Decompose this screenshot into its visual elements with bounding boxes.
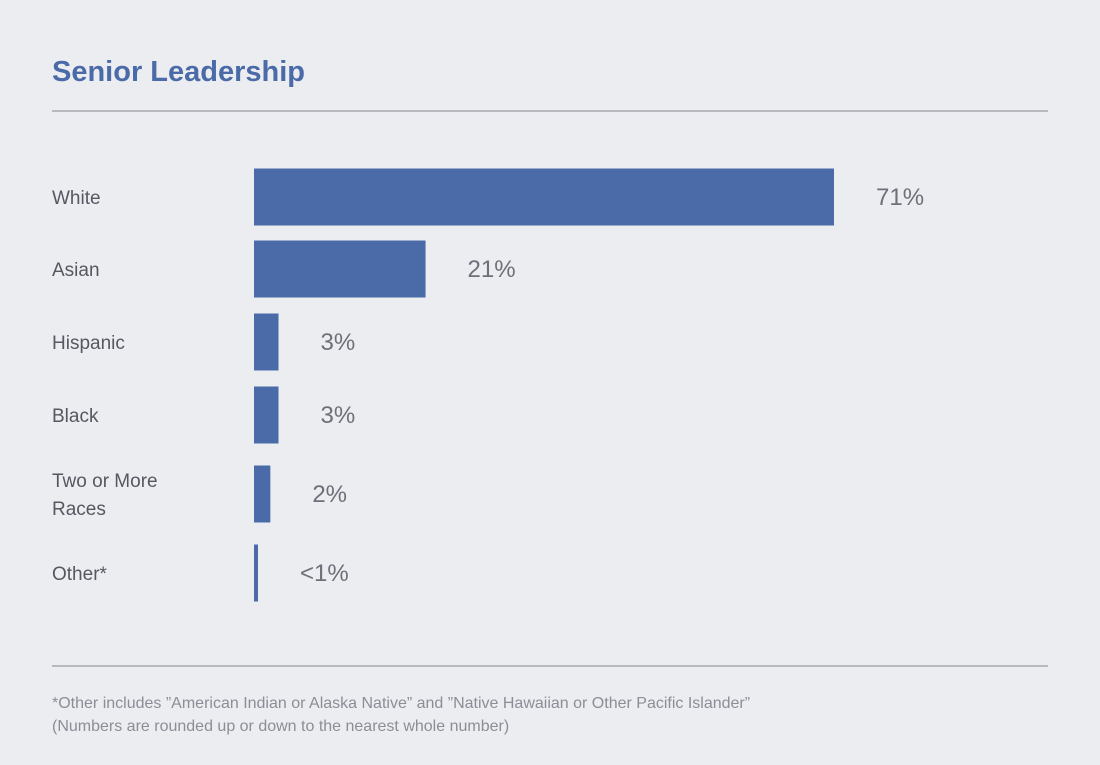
footnote-rounding: (Numbers are rounded up or down to the n… [52,718,510,735]
value-label: 2% [312,481,347,508]
value-label: 21% [468,256,516,283]
value-label: 3% [321,402,356,429]
bar [254,240,426,298]
category-label: Hispanic [52,333,125,354]
category-label: Two or More Races [52,471,158,520]
footnotes: *Other includes ”American Indian or Alas… [52,692,1052,738]
chart-title: Senior Leadership [52,56,306,88]
bar [254,544,258,602]
bar-chart: White 71% Asian 21% Hispanic 3% Black 3% Two or … [52,168,924,602]
value-label: <1% [300,560,349,587]
value-label: 71% [876,184,924,211]
category-label: White [52,188,101,209]
bar [254,313,279,371]
bottom-divider [52,665,1048,667]
footnote-other-definition: *Other includes ”American Indian or Alas… [52,695,751,712]
category-label: Other* [52,564,108,585]
top-divider [52,110,1048,112]
bar [254,386,279,444]
value-label: 3% [321,329,356,356]
bar [254,168,834,226]
category-label: Asian [52,260,100,281]
bar [254,465,271,523]
category-label: Black [52,406,99,427]
